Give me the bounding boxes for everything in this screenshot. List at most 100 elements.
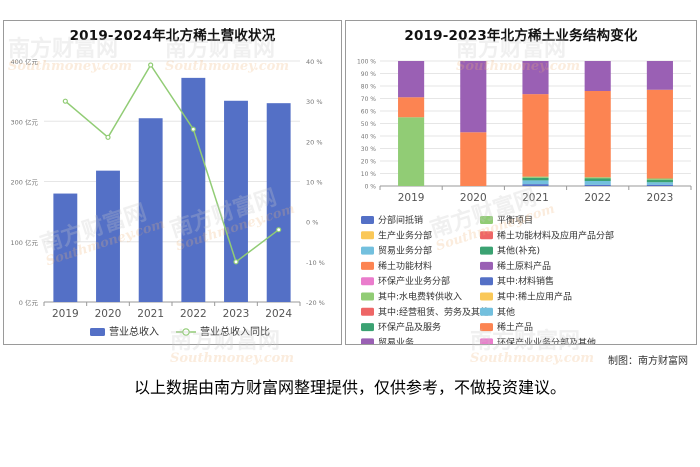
- stack-segment: [646, 61, 673, 90]
- y-right-tick-label: 0 %: [306, 219, 318, 227]
- y-tick-label: 90 %: [361, 71, 377, 78]
- y-right-tick-label: 30 %: [306, 98, 323, 106]
- legend-label-revenue: 营业总收入: [109, 325, 159, 338]
- yoy-growth-point: [190, 126, 196, 132]
- legend-label: 环保产业业务分部及其他: [497, 336, 596, 344]
- stack-segment: [584, 178, 611, 181]
- chart-credit: 制图：南方财富网: [608, 356, 688, 367]
- stack-segment: [584, 91, 611, 178]
- revenue-bar: [266, 103, 291, 302]
- legend-label: 环保产业业务分部: [378, 275, 450, 287]
- stack-segment: [646, 184, 673, 186]
- legend-label: 稀土原料产品: [497, 260, 551, 272]
- yoy-growth-point: [233, 259, 239, 265]
- legend-swatch: [480, 216, 493, 224]
- revenue-chart-title: 2019-2024年北方稀土营收状况: [69, 28, 276, 44]
- legend-label: 稀土产品: [497, 321, 533, 333]
- legend-label: 稀土功能材料及应用产品分部: [497, 229, 614, 241]
- legend-swatch: [361, 246, 374, 255]
- legend-swatch: [480, 323, 493, 332]
- structure-chart-title: 2019-2023年北方稀土业务结构变化: [404, 28, 638, 44]
- stack-segment: [398, 97, 425, 118]
- legend-swatch: [480, 246, 493, 255]
- stack-segment: [584, 181, 611, 185]
- legend-label: 其中:稀土应用产品: [497, 291, 572, 303]
- x-tick-label: 2021: [522, 192, 549, 204]
- y-tick-label: 80 %: [361, 84, 377, 91]
- stack-segment: [522, 176, 549, 178]
- stack-segment: [646, 182, 673, 185]
- x-tick-label: 2019: [52, 308, 79, 320]
- legend-swatch: [361, 216, 374, 224]
- legend-swatch: [480, 277, 493, 286]
- y-tick-label: 10 %: [361, 171, 377, 178]
- legend-label-yoy: 营业总收入同比: [200, 325, 270, 338]
- y-right-tick-label: 20 %: [306, 138, 323, 146]
- y-tick-label: 20 %: [361, 159, 377, 166]
- legend-swatch: [480, 261, 493, 270]
- legend-label: 贸易业务: [378, 336, 414, 344]
- yoy-growth-point: [105, 134, 111, 140]
- revenue-bar: [138, 118, 163, 302]
- y-left-tick-label: 300 亿元: [11, 117, 39, 126]
- y-right-tick-label: -20 %: [306, 299, 325, 307]
- yoy-growth-point: [276, 227, 282, 233]
- x-tick-label: 2023: [647, 192, 674, 204]
- stack-segment: [584, 184, 611, 186]
- y-left-tick-label: 0 亿元: [19, 298, 39, 307]
- legend-label: 稀土功能材料: [378, 260, 432, 272]
- stack-segment: [460, 132, 487, 186]
- legend-swatch: [361, 307, 374, 316]
- yoy-growth-point: [62, 98, 68, 104]
- y-tick-label: 0 %: [365, 184, 377, 191]
- x-tick-label: 2019: [398, 192, 425, 204]
- legend-label: 其他(补充): [497, 245, 540, 257]
- y-right-tick-label: 10 %: [306, 179, 323, 187]
- y-tick-label: 60 %: [361, 109, 377, 116]
- legend-label: 分部间抵销: [378, 214, 423, 226]
- legend-label: 生产业务分部: [378, 229, 432, 241]
- stack-segment: [522, 184, 549, 186]
- y-left-tick-label: 100 亿元: [11, 238, 39, 247]
- legend-swatch: [361, 231, 374, 240]
- y-tick-label: 30 %: [361, 146, 377, 153]
- watermark-domain: Southmoney.com: [170, 351, 295, 366]
- stack-segment: [646, 179, 673, 183]
- legend-label: 其他: [497, 306, 515, 318]
- x-tick-label: 2020: [95, 308, 122, 320]
- stack-segment: [398, 117, 425, 186]
- yoy-growth-point: [148, 62, 154, 68]
- legend-swatch: [480, 231, 493, 240]
- y-tick-label: 40 %: [361, 134, 377, 141]
- y-tick-label: 100 %: [357, 59, 376, 66]
- x-tick-label: 2022: [180, 308, 207, 320]
- legend-swatch: [361, 277, 374, 286]
- y-left-tick-label: 200 亿元: [11, 178, 39, 187]
- legend-label: 其中:水电费转供收入: [378, 291, 462, 303]
- yoy-growth-line: [64, 63, 280, 264]
- y-right-tick-label: 40 %: [306, 58, 323, 66]
- y-right-tick-label: -10 %: [306, 259, 325, 267]
- structure-chart-panel: 2019-2023年北方稀土业务结构变化 0 % 10 % 20 % 30 % 40 %…: [345, 20, 697, 345]
- stack-segment: [522, 94, 549, 177]
- stack-segment: [646, 178, 673, 180]
- legend-swatch-revenue: [90, 328, 105, 336]
- stack-segment: [584, 177, 611, 179]
- legend-swatch: [480, 292, 493, 301]
- x-tick-label: 2020: [460, 192, 487, 204]
- stack-segment: [398, 61, 425, 98]
- y-left-tick-label: 400 亿元: [11, 57, 39, 66]
- legend-swatch: [361, 338, 374, 344]
- legend-swatch: [361, 261, 374, 270]
- revenue-bar: [96, 170, 120, 302]
- x-tick-label: 2024: [265, 308, 292, 320]
- revenue-chart-svg: 0 亿元 100 亿元 200 亿元 300 亿元 400 亿元 -20 % -10 % 0 …: [11, 57, 325, 338]
- revenue-bar: [224, 100, 248, 302]
- watermark-domain: Southmoney.com: [470, 351, 595, 366]
- legend-swatch: [480, 307, 493, 316]
- legend-label: 其中:经营租赁、劳务及其他: [378, 306, 489, 318]
- stack-segment: [522, 180, 549, 185]
- legend-label: 环保产品及服务: [378, 321, 441, 333]
- structure-chart-svg: 0 % 10 % 20 % 30 % 40 % 50 % 60 % 70 % 80 % 90 % 1…: [357, 59, 692, 344]
- legend-swatch: [361, 292, 374, 301]
